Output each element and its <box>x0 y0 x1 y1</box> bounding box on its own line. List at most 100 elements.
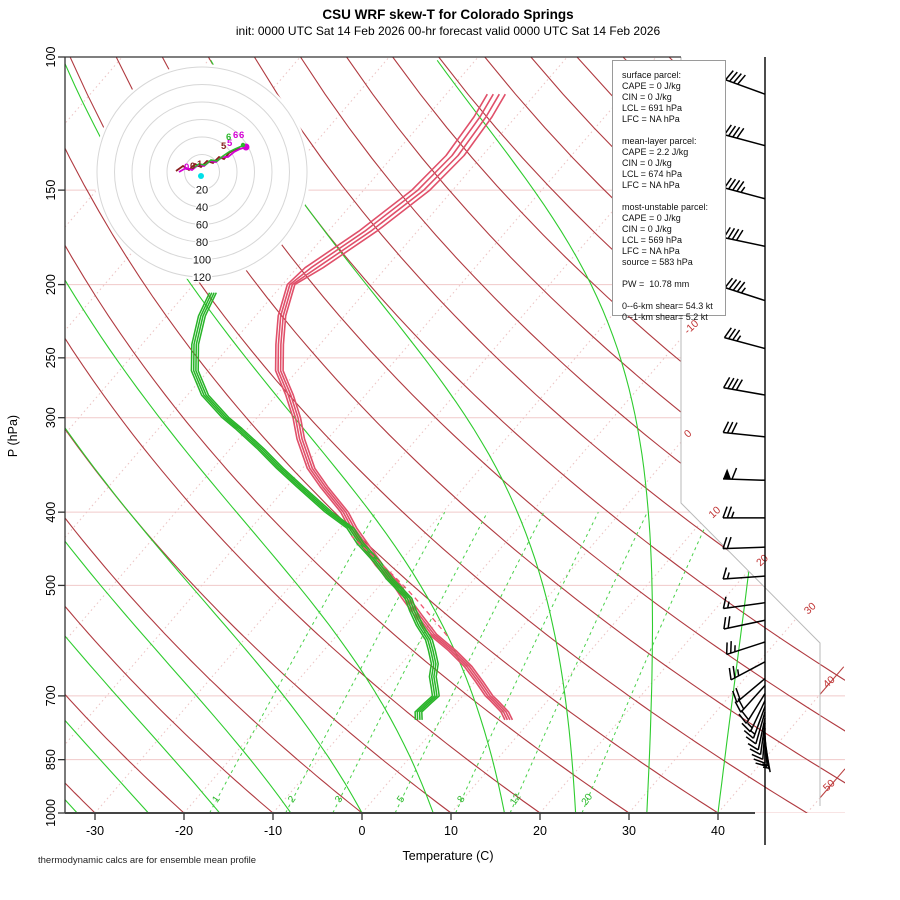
parcel-info-line <box>622 290 725 301</box>
mixing-ratio-label: 2 <box>286 794 298 805</box>
wind-barb <box>728 661 766 681</box>
isotherm-line <box>628 57 845 813</box>
parcel-info-line: CIN = 0 J/kg <box>622 158 672 168</box>
parcel-info-line: CIN = 0 J/kg <box>622 92 672 102</box>
parcel-info-box: surface parcel: CAPE = 0 J/kg CIN = 0 J/kg… <box>612 60 726 322</box>
dry-adiabat-line <box>392 57 845 813</box>
dry-adiabat-line <box>161 57 845 813</box>
parcel-info-line: LCL = 569 hPa <box>622 235 682 245</box>
moist-adiabat-line <box>65 60 221 813</box>
isotherm-extension-line <box>819 768 845 799</box>
mixing-ratio-label: 5 <box>395 794 407 805</box>
x-axis-tick-label: 10 <box>444 824 458 838</box>
mixing-ratio-line <box>332 511 488 813</box>
wind-barb <box>723 227 766 248</box>
wind-barb <box>722 596 766 610</box>
wind-barb <box>722 506 765 519</box>
wind-barb <box>722 567 766 580</box>
wind-barb <box>722 536 766 550</box>
page-subtitle: init: 0000 UTC Sat 14 Feb 2026 00-hr for… <box>236 24 661 38</box>
mixing-ratio-line <box>509 511 648 813</box>
y-axis-tick-label: 700 <box>44 685 58 706</box>
wind-barb-column <box>722 57 771 845</box>
parcel-info-line: mean-layer parcel: <box>622 136 697 146</box>
mixing-ratio-line <box>394 511 545 813</box>
mixing-ratio-label: 12 <box>508 791 524 807</box>
hodograph-height-label: 0 <box>184 162 189 173</box>
dry-adiabat-line <box>69 57 808 813</box>
isotherm-label: 20 <box>754 552 771 569</box>
wind-barb <box>762 742 771 773</box>
wind-barb <box>743 706 766 739</box>
dry-adiabat-line <box>253 57 845 813</box>
moist-adiabat-line <box>65 60 363 813</box>
hodograph-height-label: 0 <box>190 161 195 172</box>
y-axis-tick-label: 200 <box>44 274 58 295</box>
hodograph-ring-label: 80 <box>196 237 208 249</box>
hodograph-ring-label: 100 <box>193 255 211 267</box>
page-title: CSU WRF skew-T for Colorado Springs <box>322 7 573 22</box>
hodograph-ring-label: 20 <box>196 185 208 197</box>
moist-adiabat-line <box>65 60 292 813</box>
sounding-traces <box>190 93 514 721</box>
wind-barb <box>723 177 766 200</box>
hodograph-top-marker <box>240 142 246 148</box>
dry-adiabat-line <box>65 57 185 813</box>
parcel-info-line: LCL = 691 hPa <box>622 103 682 113</box>
temperature-trace <box>282 93 514 721</box>
mixing-ratio-line <box>581 511 713 813</box>
y-axis-tick-label: 400 <box>44 502 58 523</box>
dry-adiabat-line <box>115 57 845 813</box>
y-axis-tick-label: 850 <box>44 749 58 770</box>
parcel-info-line: PW = 10.78 mm <box>622 279 690 289</box>
parcel-info-line: CAPE = 0 J/kg <box>622 213 681 223</box>
hodograph-ring <box>166 136 238 208</box>
mixing-ratio-label: 8 <box>455 794 467 805</box>
hodograph-ring-label: 120 <box>193 272 211 284</box>
dry-adiabat-line <box>65 57 274 813</box>
isotherm-label: 10 <box>706 504 723 521</box>
wind-barb <box>747 717 766 751</box>
isotherm-line <box>539 57 845 813</box>
isotherm-line <box>94 57 746 813</box>
hodograph-backing <box>94 64 310 280</box>
parcel-info-line: CIN = 0 J/kg <box>622 224 672 234</box>
isotherm-line <box>450 57 845 813</box>
moist-adiabat-line <box>436 59 654 813</box>
dewpoint-trace <box>190 292 434 720</box>
hodograph-height-label: 6 <box>239 130 244 141</box>
dry-adiabat-line <box>65 57 630 813</box>
wind-barb <box>738 693 766 724</box>
hodograph-trace-member <box>178 146 247 173</box>
dewpoint-trace <box>195 292 438 720</box>
y-axis-tick-label: 1000 <box>44 799 58 827</box>
wind-barb <box>725 641 766 656</box>
hodograph-origin-marker <box>198 173 204 179</box>
x-axis-tick-label: -20 <box>175 824 193 838</box>
hodograph-height-label: 6 <box>233 130 238 141</box>
hodograph-ring <box>131 101 273 243</box>
wind-barb <box>722 421 766 438</box>
isotherm-line <box>183 57 835 813</box>
x-axis-tick-label: 30 <box>622 824 636 838</box>
footer-note: thermodynamic calcs are for ensemble mea… <box>38 855 256 866</box>
mixing-ratio-label: 1 <box>210 794 222 805</box>
isotherm-label: 0 <box>682 427 695 440</box>
dry-adiabat-line <box>207 57 845 813</box>
parcel-info-line: LFC = NA hPa <box>622 246 680 256</box>
wind-barb <box>723 327 766 350</box>
mixing-ratio-label: 3 <box>333 794 345 805</box>
x-axis-tick-label: 40 <box>711 824 725 838</box>
isotherm-line <box>65 57 657 813</box>
temperature-trace <box>279 93 511 721</box>
parcel-info-line: LCL = 674 hPa <box>622 169 682 179</box>
hodograph-height-label: 5 <box>221 141 227 152</box>
isotherm-line <box>361 57 845 813</box>
isotherm-line <box>272 57 845 813</box>
hodograph-ring <box>96 66 308 278</box>
dry-adiabat-line <box>65 57 363 813</box>
parcel-info-line: most-unstable parcel: <box>622 202 709 212</box>
